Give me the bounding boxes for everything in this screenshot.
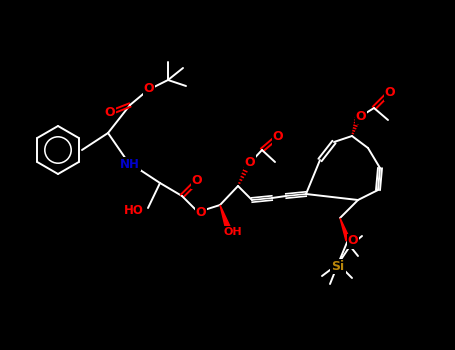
Polygon shape <box>220 205 230 229</box>
Text: O: O <box>273 131 283 144</box>
Text: O: O <box>196 206 206 219</box>
Text: NH: NH <box>120 158 140 170</box>
Text: O: O <box>105 105 115 119</box>
Text: O: O <box>384 86 395 99</box>
Text: HO: HO <box>124 203 144 217</box>
Text: Si: Si <box>331 259 344 273</box>
Text: O: O <box>348 234 359 247</box>
Text: O: O <box>192 175 202 188</box>
Text: O: O <box>356 110 366 122</box>
Text: OH: OH <box>224 227 243 237</box>
Text: O: O <box>245 155 255 168</box>
Polygon shape <box>340 218 350 241</box>
Text: O: O <box>144 82 154 95</box>
